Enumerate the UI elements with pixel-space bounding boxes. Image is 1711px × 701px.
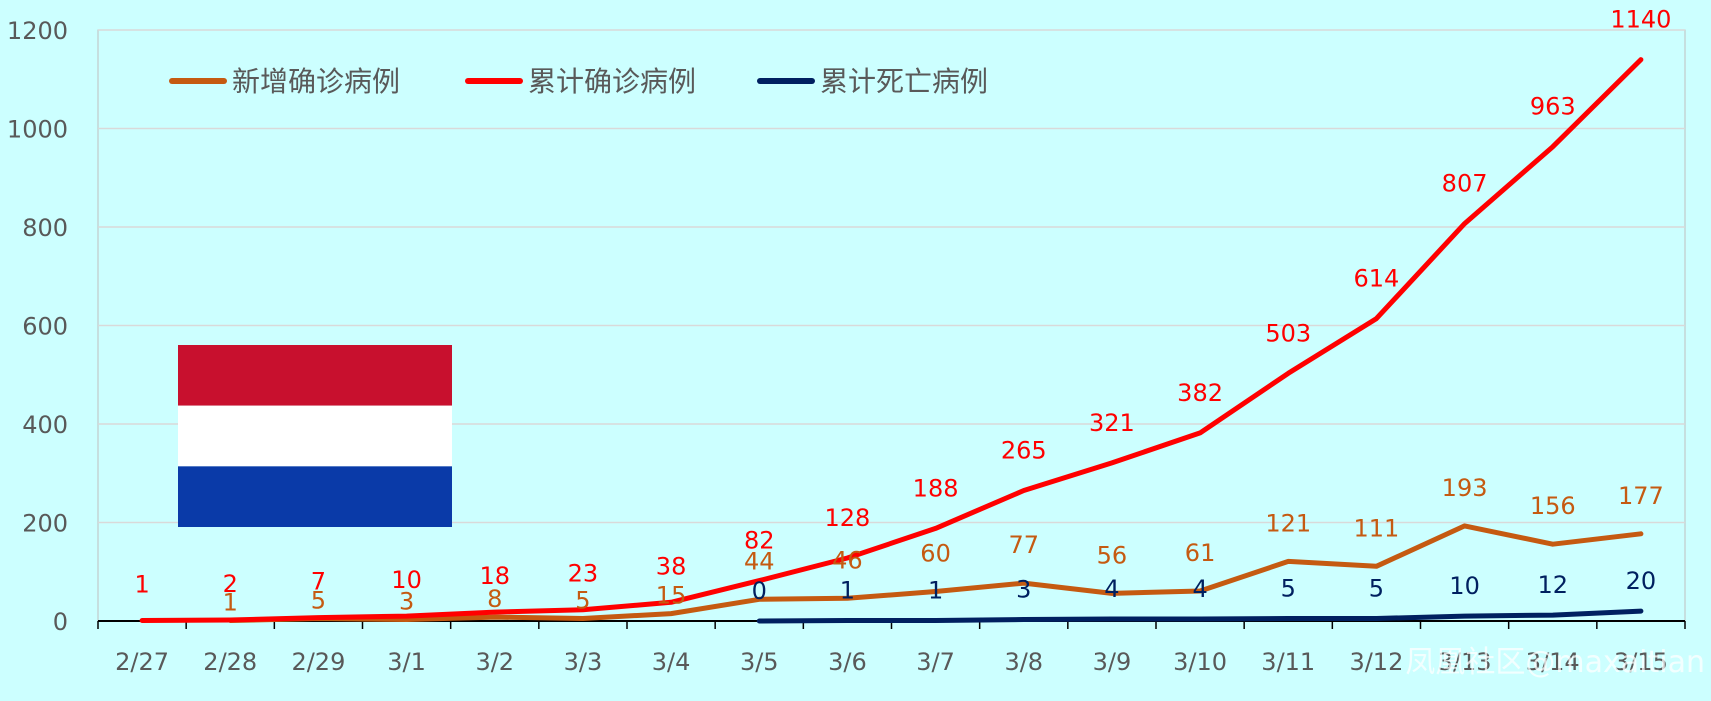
x-tick-label: 3/9: [1093, 648, 1132, 676]
data-label: 321: [1089, 409, 1135, 437]
data-label: 128: [825, 504, 871, 532]
x-tick-label: 3/14: [1526, 648, 1580, 676]
x-tick-label: 3/10: [1173, 648, 1227, 676]
data-label: 111: [1354, 514, 1400, 542]
data-label: 12: [1537, 571, 1568, 599]
data-label: 188: [913, 474, 959, 502]
data-label: 1: [134, 571, 149, 599]
data-label: 15: [656, 582, 687, 610]
x-tick-label: 3/13: [1438, 648, 1492, 676]
data-label: 614: [1354, 265, 1400, 293]
x-tick-label: 3/7: [916, 648, 955, 676]
flag-stripe: [178, 405, 452, 467]
x-tick-label: 3/8: [1004, 648, 1043, 676]
y-axis-ticks: 0 200 400 600 800 1000 1200: [7, 17, 68, 636]
legend-label: 新增确诊病例: [232, 65, 400, 98]
data-label: 382: [1177, 379, 1223, 407]
netherlands-flag-icon: [178, 345, 452, 527]
data-label: 20: [1626, 567, 1657, 595]
data-label: 10: [1449, 572, 1480, 600]
x-tick-label: 3/11: [1261, 648, 1315, 676]
data-label: 38: [656, 552, 687, 580]
x-tick-label: 3/12: [1349, 648, 1403, 676]
series-line: [139, 57, 1644, 623]
data-label: 0: [752, 577, 767, 605]
y-tick-label: 600: [22, 313, 68, 341]
x-tick-label: 3/15: [1614, 648, 1668, 676]
series-lines: [139, 57, 1644, 624]
data-label: 82: [744, 527, 775, 555]
x-tick-label: 3/2: [475, 648, 514, 676]
y-tick-label: 400: [22, 411, 68, 439]
data-label: 8: [487, 585, 502, 613]
y-tick-label: 1200: [7, 17, 68, 45]
data-label: 4: [1104, 575, 1119, 603]
x-tick-label: 3/5: [740, 648, 779, 676]
data-label: 503: [1265, 319, 1311, 347]
data-label: 5: [1281, 575, 1296, 603]
data-label: 23: [568, 560, 599, 588]
data-label: 44: [744, 547, 775, 575]
x-tick-label: 3/3: [564, 648, 603, 676]
series-line: [227, 523, 1644, 623]
data-label: 5: [575, 587, 590, 615]
x-tick-label: 2/28: [203, 648, 257, 676]
data-label: 1: [840, 577, 855, 605]
data-label: 3: [1016, 576, 1031, 604]
y-tick-label: 800: [22, 214, 68, 242]
data-label: 3: [399, 588, 414, 616]
data-label: 156: [1530, 492, 1576, 520]
data-label: 61: [1185, 539, 1216, 567]
y-tick-label: 200: [22, 510, 68, 538]
data-label: 5: [311, 587, 326, 615]
x-tick-label: 2/27: [115, 648, 169, 676]
data-label: 4: [1192, 575, 1207, 603]
y-tick-label: 1000: [7, 116, 68, 144]
data-label: 177: [1618, 482, 1664, 510]
data-label: 265: [1001, 436, 1047, 464]
data-label: 46: [832, 546, 863, 574]
x-tick-label: 3/6: [828, 648, 867, 676]
data-label: 7: [311, 568, 326, 596]
x-tick-label: 3/4: [652, 648, 691, 676]
y-tick-label: 0: [53, 608, 68, 636]
series-line: [756, 608, 1644, 624]
data-label: 121: [1265, 509, 1311, 537]
data-label: 1: [223, 589, 238, 617]
legend-label: 累计确诊病例: [528, 65, 696, 98]
data-label: 56: [1097, 541, 1128, 569]
flag-stripe: [178, 466, 452, 527]
data-label: 18: [479, 562, 510, 590]
watermark: 凤凰社区@maxaitian: [1405, 645, 1705, 680]
data-label: 1140: [1610, 6, 1671, 34]
data-label: 10: [391, 566, 422, 594]
data-label: 77: [1008, 531, 1039, 559]
data-label: 193: [1442, 474, 1488, 502]
legend: 新增确诊病例 累计确诊病例 累计死亡病例: [169, 65, 988, 98]
x-tick-label: 3/1: [387, 648, 426, 676]
data-label: 60: [920, 539, 951, 567]
data-label: 963: [1530, 93, 1576, 121]
data-label: 807: [1442, 170, 1488, 198]
legend-label: 累计死亡病例: [820, 65, 988, 98]
data-label: 2: [223, 570, 238, 598]
data-label: 1: [928, 577, 943, 605]
x-tick-label: 2/29: [291, 648, 345, 676]
flag-stripe: [178, 345, 452, 406]
data-label: 5: [1369, 575, 1384, 603]
